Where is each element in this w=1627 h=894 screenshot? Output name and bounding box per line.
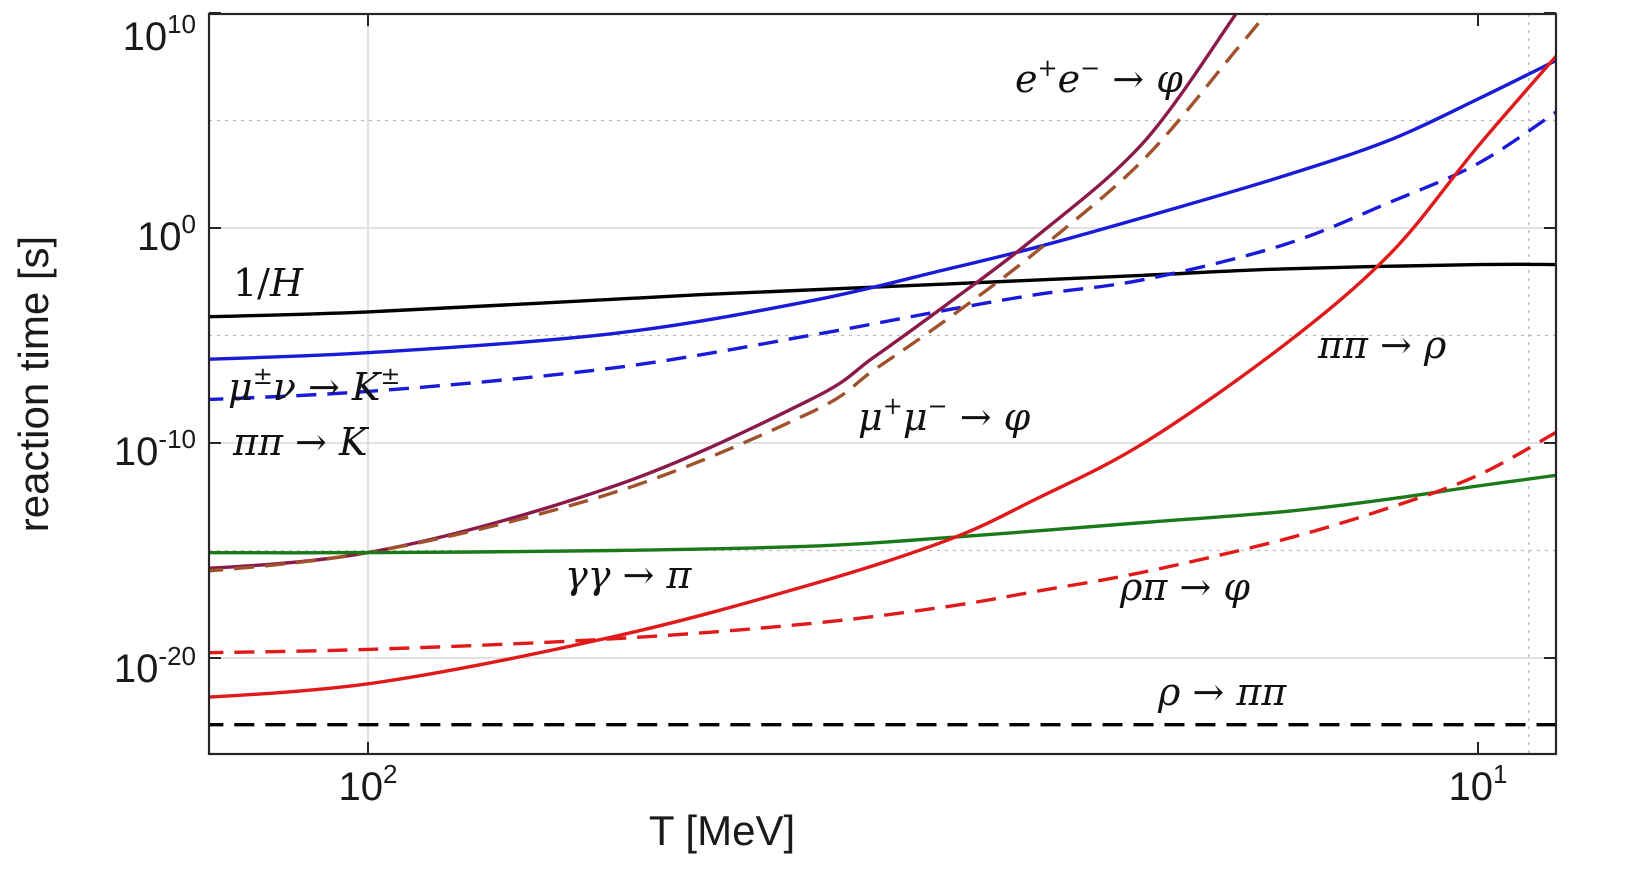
label-pipi-rho: ππ → ρ (1317, 323, 1447, 367)
series-mumu-phi (209, 14, 1269, 573)
y-tick-label-1e-10: 10-10 (114, 424, 196, 474)
x-tick-label-100: 102 (339, 759, 398, 809)
series-inv-hubble (209, 262, 1556, 319)
label-rhopi-phi: ρπ → φ (1119, 565, 1250, 609)
y-axis-title: reaction time [s] (10, 236, 57, 532)
y-tick-label-1e10: 1010 (123, 9, 196, 59)
series-rhopi-phi (209, 430, 1556, 655)
grid-lines (209, 14, 1556, 754)
y-tick-label-1e0: 100 (137, 209, 196, 259)
label-mu-nu-k: μ±ν → K± (228, 362, 400, 409)
series-gg-pi (209, 473, 1556, 555)
series-pipi-k (209, 110, 1556, 402)
series-pipi-rho (209, 54, 1556, 699)
label-gg-pi: γγ → π (565, 553, 692, 597)
x-tick-label-10: 101 (1449, 759, 1508, 809)
label-inv-hubble: 1/H (233, 261, 304, 305)
y-tick-label-1e-20: 10-20 (114, 641, 196, 691)
label-pipi-k: ππ → K (232, 420, 370, 464)
x-axis-title: T [MeV] (649, 807, 795, 854)
label-rho-pipi: ρ → ππ (1157, 670, 1287, 714)
series-mu-nu-k (209, 58, 1556, 361)
label-ee-phi: e+e− → φ (1015, 54, 1183, 101)
plot-series (209, 14, 1556, 727)
plot-frame (207, 12, 1558, 756)
axis-ticks (209, 12, 1556, 754)
series-ee-phi (209, 14, 1238, 570)
label-mumu-phi: μ+μ− → φ (858, 392, 1031, 439)
